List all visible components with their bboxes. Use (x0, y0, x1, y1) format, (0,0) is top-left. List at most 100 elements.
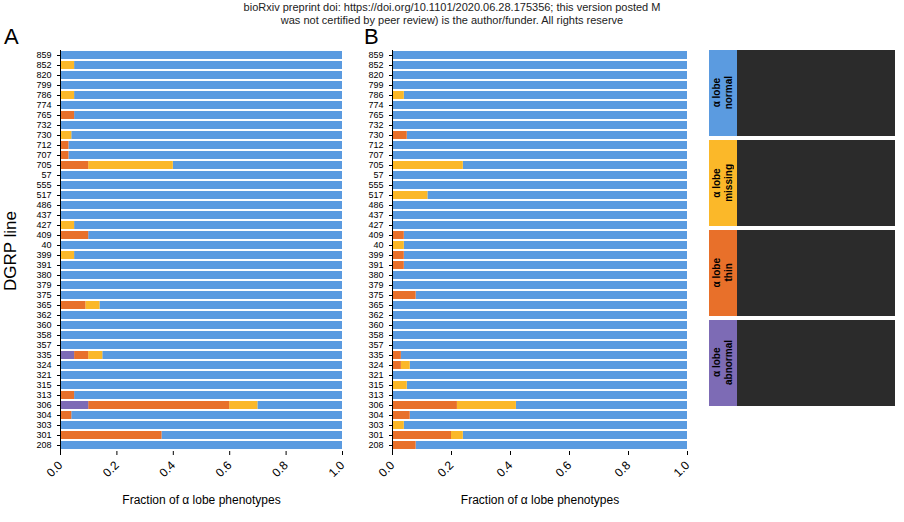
svg-text:362: 362 (368, 310, 383, 320)
svg-text:40: 40 (41, 240, 51, 250)
svg-text:304: 304 (36, 410, 51, 420)
svg-text:0.8: 0.8 (269, 458, 291, 480)
svg-text:0.0: 0.0 (376, 458, 398, 480)
svg-text:555: 555 (36, 180, 51, 190)
svg-text:57: 57 (41, 170, 51, 180)
svg-text:391: 391 (368, 260, 383, 270)
svg-text:705: 705 (36, 160, 51, 170)
html-text:B: B (364, 24, 379, 49)
svg-text:732: 732 (368, 120, 383, 130)
svg-text:765: 765 (36, 110, 51, 120)
svg-text:Fraction of α lobe phenotypes: Fraction of α lobe phenotypes (461, 493, 619, 507)
svg-text:0.6: 0.6 (213, 458, 235, 480)
svg-text:0.8: 0.8 (612, 458, 634, 480)
svg-text:712: 712 (36, 140, 51, 150)
svg-text:712: 712 (368, 140, 383, 150)
svg-text:555: 555 (368, 180, 383, 190)
svg-text:57: 57 (373, 170, 383, 180)
svg-text:859: 859 (36, 50, 51, 60)
svg-text:301: 301 (368, 430, 383, 440)
svg-text:0.0: 0.0 (44, 458, 66, 480)
svg-text:358: 358 (36, 330, 51, 340)
svg-text:486: 486 (36, 200, 51, 210)
svg-text:820: 820 (36, 70, 51, 80)
svg-text:301: 301 (36, 430, 51, 440)
svg-text:852: 852 (368, 60, 383, 70)
svg-text:306: 306 (36, 400, 51, 410)
svg-text:379: 379 (36, 280, 51, 290)
svg-text:321: 321 (368, 370, 383, 380)
svg-text:357: 357 (36, 340, 51, 350)
svg-text:730: 730 (36, 130, 51, 140)
svg-text:427: 427 (368, 220, 383, 230)
svg-text:304: 304 (368, 410, 383, 420)
svg-text:380: 380 (36, 270, 51, 280)
svg-text:391: 391 (36, 260, 51, 270)
svg-text:303: 303 (368, 420, 383, 430)
html-text:α lobe: α lobe (711, 78, 722, 108)
svg-text:40: 40 (373, 240, 383, 250)
svg-text:380: 380 (368, 270, 383, 280)
svg-text:437: 437 (368, 210, 383, 220)
svg-text:315: 315 (368, 380, 383, 390)
svg-text:365: 365 (36, 300, 51, 310)
svg-text:335: 335 (36, 350, 51, 360)
svg-text:0.2: 0.2 (100, 458, 122, 480)
svg-text:765: 765 (368, 110, 383, 120)
svg-text:399: 399 (36, 250, 51, 260)
svg-text:799: 799 (368, 80, 383, 90)
svg-text:409: 409 (368, 230, 383, 240)
svg-text:360: 360 (36, 320, 51, 330)
svg-text:0.6: 0.6 (553, 458, 575, 480)
svg-text:313: 313 (36, 390, 51, 400)
svg-text:707: 707 (368, 150, 383, 160)
svg-text:208: 208 (368, 440, 383, 450)
svg-text:705: 705 (368, 160, 383, 170)
svg-text:0.2: 0.2 (435, 458, 457, 480)
svg-text:820: 820 (368, 70, 383, 80)
svg-text:321: 321 (36, 370, 51, 380)
svg-text:427: 427 (36, 220, 51, 230)
svg-text:Fraction of α lobe phenotypes: Fraction of α lobe phenotypes (122, 493, 280, 507)
svg-text:306: 306 (368, 400, 383, 410)
svg-text:409: 409 (36, 230, 51, 240)
svg-text:399: 399 (368, 250, 383, 260)
svg-text:707: 707 (36, 150, 51, 160)
svg-text:303: 303 (36, 420, 51, 430)
svg-text:335: 335 (368, 350, 383, 360)
svg-text:517: 517 (368, 190, 383, 200)
svg-text:786: 786 (36, 90, 51, 100)
svg-text:1.0: 1.0 (671, 458, 693, 480)
html-text:A: A (4, 24, 19, 49)
svg-text:324: 324 (368, 360, 383, 370)
svg-text:324: 324 (36, 360, 51, 370)
svg-text:365: 365 (368, 300, 383, 310)
svg-text:486: 486 (368, 200, 383, 210)
html-text:was not certified by peer revi: was not certified by peer review) is the… (280, 14, 624, 26)
svg-text:852: 852 (36, 60, 51, 70)
svg-text:799: 799 (36, 80, 51, 90)
svg-text:0.4: 0.4 (494, 458, 516, 480)
svg-text:774: 774 (36, 100, 51, 110)
svg-text:859: 859 (368, 50, 383, 60)
svg-text:313: 313 (368, 390, 383, 400)
svg-text:315: 315 (36, 380, 51, 390)
svg-text:517: 517 (36, 190, 51, 200)
svg-text:786: 786 (368, 90, 383, 100)
svg-text:375: 375 (368, 290, 383, 300)
svg-text:358: 358 (368, 330, 383, 340)
svg-text:774: 774 (368, 100, 383, 110)
svg-text:437: 437 (36, 210, 51, 220)
svg-text:357: 357 (368, 340, 383, 350)
html-text:bioRxiv preprint doi: https://: bioRxiv preprint doi: https://doi.org/10… (243, 1, 661, 13)
svg-text:360: 360 (368, 320, 383, 330)
html-text:DGRP line: DGRP line (1, 210, 20, 291)
svg-text:208: 208 (36, 440, 51, 450)
svg-text:1.0: 1.0 (326, 458, 348, 480)
svg-text:375: 375 (36, 290, 51, 300)
svg-text:732: 732 (36, 120, 51, 130)
svg-text:0.4: 0.4 (156, 458, 178, 480)
svg-text:379: 379 (368, 280, 383, 290)
svg-text:362: 362 (36, 310, 51, 320)
svg-text:730: 730 (368, 130, 383, 140)
